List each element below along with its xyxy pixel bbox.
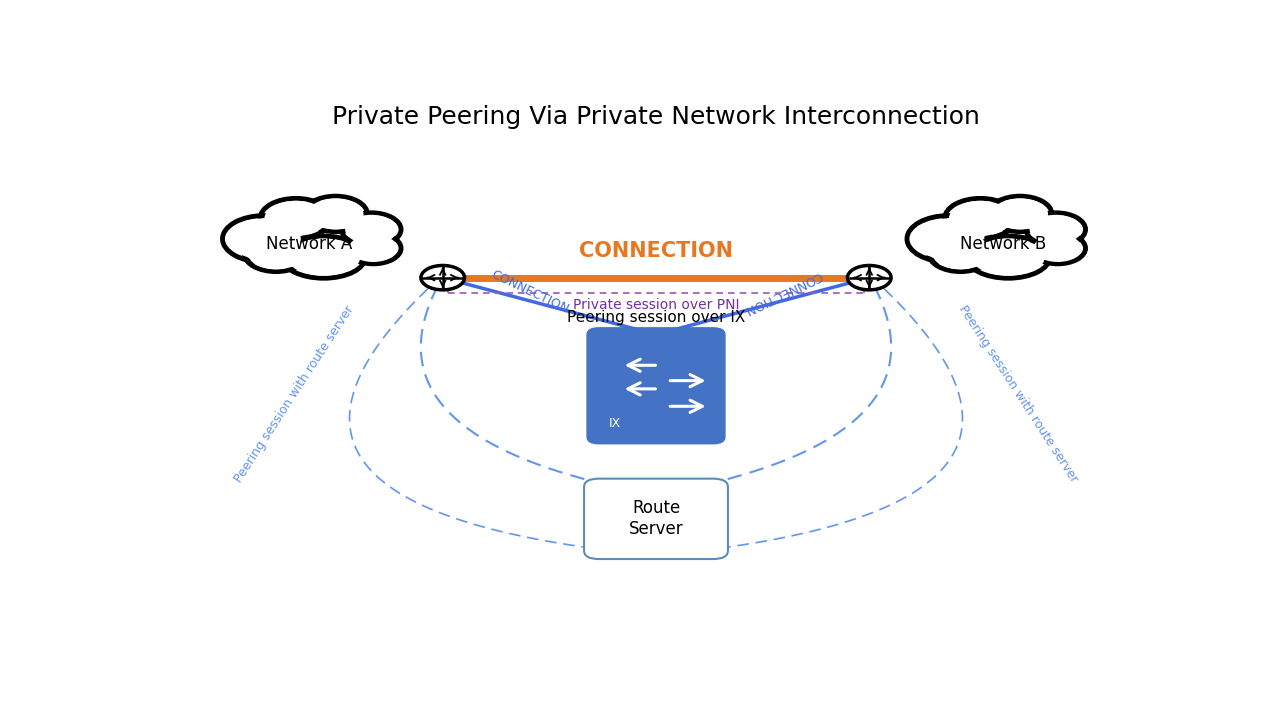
Ellipse shape (228, 218, 301, 259)
Ellipse shape (1033, 235, 1082, 262)
Text: Network B: Network B (960, 235, 1046, 253)
Ellipse shape (265, 201, 328, 236)
Text: Private session over PNI: Private session over PNI (572, 298, 740, 312)
Text: CONNECTION: CONNECTION (741, 268, 823, 316)
Text: Route
Server: Route Server (628, 500, 684, 539)
Text: CONNECTION: CONNECTION (579, 241, 733, 261)
Ellipse shape (972, 238, 1044, 276)
Ellipse shape (988, 196, 1052, 232)
Ellipse shape (346, 215, 398, 244)
Text: Network A: Network A (266, 235, 352, 253)
Ellipse shape (282, 236, 365, 278)
Text: Private Peering Via Private Network Interconnection: Private Peering Via Private Network Inte… (332, 105, 980, 129)
Text: CONNECTION: CONNECTION (489, 268, 571, 316)
Ellipse shape (342, 213, 401, 246)
Ellipse shape (933, 238, 988, 269)
Ellipse shape (948, 201, 1011, 236)
Ellipse shape (1030, 233, 1085, 264)
Ellipse shape (223, 215, 306, 262)
Ellipse shape (992, 198, 1048, 230)
Ellipse shape (966, 236, 1050, 278)
Ellipse shape (303, 196, 367, 232)
Ellipse shape (929, 236, 992, 271)
FancyBboxPatch shape (584, 479, 728, 559)
Ellipse shape (346, 233, 401, 264)
Ellipse shape (260, 199, 332, 238)
Ellipse shape (287, 238, 361, 276)
Circle shape (421, 266, 465, 290)
Ellipse shape (908, 215, 991, 262)
Ellipse shape (911, 218, 986, 259)
FancyBboxPatch shape (588, 328, 724, 444)
Ellipse shape (248, 238, 303, 269)
Ellipse shape (1027, 213, 1085, 246)
Ellipse shape (945, 199, 1016, 238)
Text: Peering session over IX: Peering session over IX (567, 310, 745, 325)
Text: IX: IX (609, 418, 621, 431)
Ellipse shape (349, 235, 398, 262)
Text: Peering session with route server: Peering session with route server (956, 303, 1080, 485)
Ellipse shape (244, 236, 307, 271)
Text: Peering session with route server: Peering session with route server (232, 303, 356, 485)
Ellipse shape (307, 198, 364, 230)
Circle shape (847, 266, 891, 290)
Ellipse shape (1029, 215, 1082, 244)
